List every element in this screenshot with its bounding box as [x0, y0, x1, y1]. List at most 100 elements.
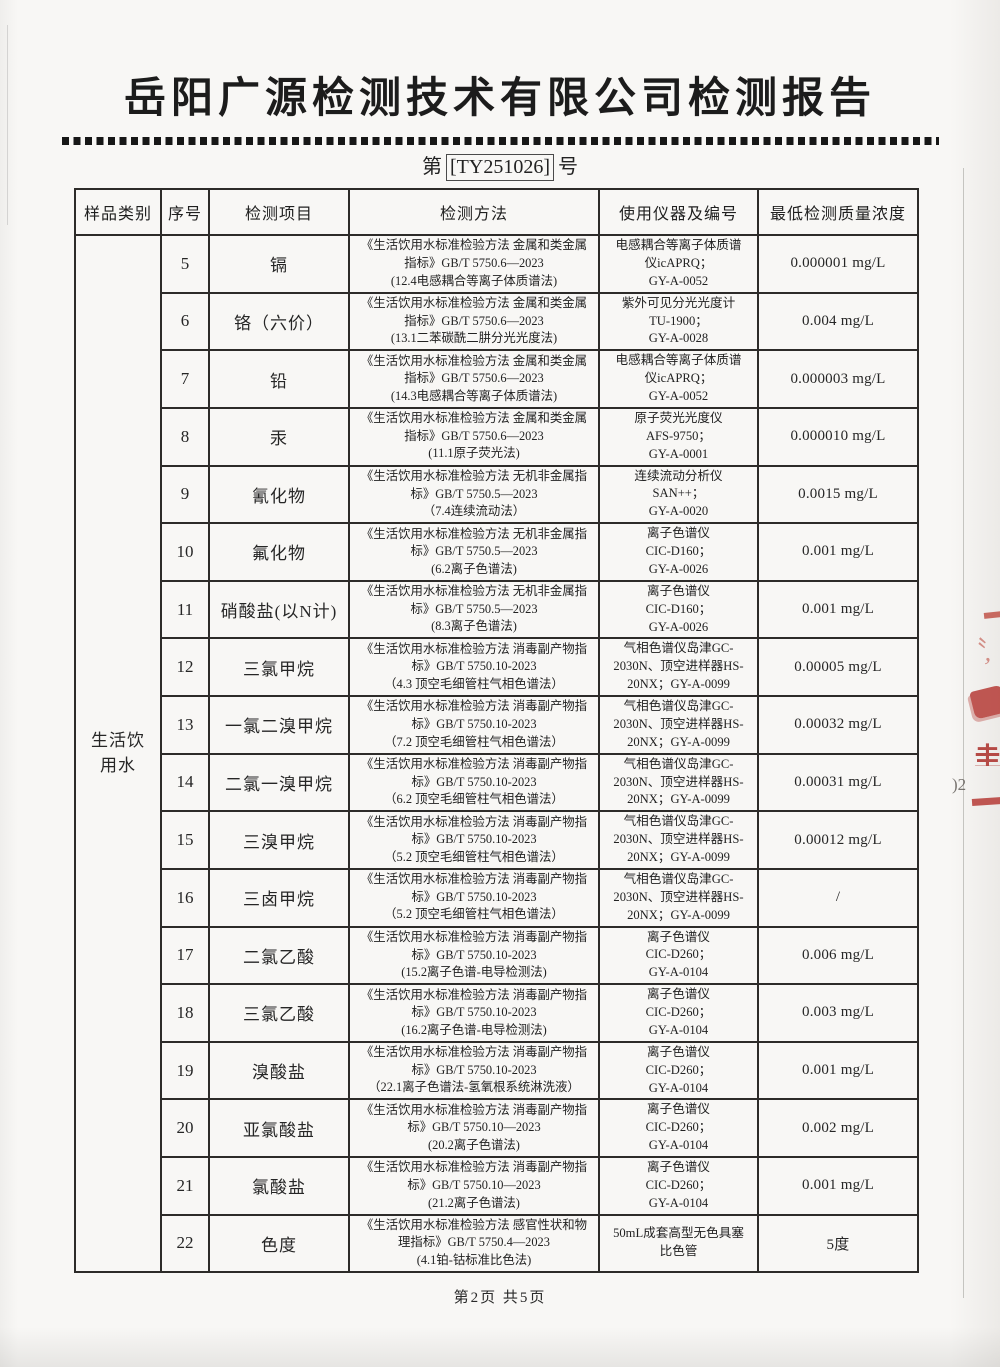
method-line: (8.3离子色谱法) [431, 619, 517, 634]
instrument-line: CIC-D260； [645, 1005, 712, 1019]
row-number: 8 [160, 406, 210, 467]
table-row: 17 二氯乙酸 《生活饮用水标准检验方法 消毒副产物指 标》GB/T 5750.1… [75, 925, 919, 986]
instrument-and-number: 紫外可见分光光度计 TU-1900； GY-A-0028 [598, 291, 759, 352]
instrument-line: GY-A-0104 [648, 1080, 709, 1095]
row-number: 21 [160, 1156, 210, 1216]
table-row: 19 溴酸盐 《生活饮用水标准检验方法 消毒副产物指 标》GB/T 5750.10… [75, 1040, 919, 1101]
test-item: 二氯一溴甲烷 [208, 752, 350, 813]
row-number: 20 [160, 1098, 210, 1158]
method-line: (6.2离子色谱法) [431, 561, 517, 576]
column-header: 最低检测质量浓度 [757, 188, 919, 236]
instrument-and-number: 离子色谱仪 CIC-D260； GY-A-0104 [598, 1040, 759, 1101]
instrument-line: GY-A-0026 [648, 561, 709, 576]
method-line: (14.3电感耦合等离子体质谱法) [390, 388, 558, 403]
minimum-detection-concentration: 0.00032 mg/L [757, 695, 919, 755]
table-row: 11 硝酸盐(以N计) 《生活饮用水标准检验方法 无机非金属指 标》GB/T 57… [75, 579, 919, 640]
method-line: 指标》GB/T 5750.6—2023 [404, 428, 544, 443]
method-line: 《生活饮用水标准检验方法 消毒副产物指 [360, 872, 588, 887]
row-number: 6 [160, 291, 210, 352]
test-item: 三氯乙酸 [208, 983, 350, 1043]
method-line: （7.4连续流动法） [422, 504, 526, 519]
row-number: 12 [160, 637, 210, 697]
test-method: 《生活饮用水标准检验方法 感官性状和物 理指标》GB/T 5750.4—2023 (… [348, 1213, 600, 1273]
method-line: (13.1二苯碳酰二肼分光光度法) [390, 331, 558, 346]
test-item: 二氯乙酸 [208, 925, 350, 986]
minimum-detection-concentration: 0.001 mg/L [757, 522, 919, 582]
test-method: 《生活饮用水标准检验方法 金属和类金属 指标》GB/T 5750.6—2023 (1… [348, 349, 600, 409]
method-line: （22.1离子色谱法-氢氧根系统淋洗液） [368, 1080, 580, 1095]
minimum-detection-concentration: 0.001 mg/L [757, 1040, 919, 1101]
instrument-line: 20NX；GY-A-0099 [627, 677, 730, 692]
test-item: 铬（六价） [208, 291, 350, 352]
instrument-line: GY-A-0052 [648, 273, 709, 288]
method-line: 《生活饮用水标准检验方法 金属和类金属 [360, 411, 588, 426]
row-number: 14 [160, 752, 210, 813]
instrument-line: 离子色谱仪 [647, 526, 710, 541]
method-line: （7.2 顶空毛细管柱气相色谱法） [384, 734, 564, 749]
method-line: 标》GB/T 5750.5—2023 [410, 544, 538, 559]
instrument-line: 紫外可见分光光度计 [621, 295, 736, 310]
instrument-and-number: 电感耦合等离子体质谱 仪icAPRQ； GY-A-0052 [598, 234, 759, 294]
method-line: 标》GB/T 5750.5—2023 [410, 601, 538, 616]
test-item: 色度 [208, 1213, 350, 1273]
method-line: 《生活饮用水标准检验方法 金属和类金属 [360, 238, 588, 253]
table-row: 18 三氯乙酸 《生活饮用水标准检验方法 消毒副产物指 标》GB/T 5750.1… [75, 983, 919, 1043]
method-line: 《生活饮用水标准检验方法 感官性状和物 [360, 1217, 588, 1232]
minimum-detection-concentration: 0.003 mg/L [757, 983, 919, 1043]
test-method: 《生活饮用水标准检验方法 消毒副产物指 标》GB/T 5750.10—2023 (2… [348, 1156, 600, 1216]
instrument-and-number: 电感耦合等离子体质谱 仪icAPRQ； GY-A-0052 [598, 349, 759, 409]
instrument-line: CIC-D260； [645, 1177, 712, 1192]
method-line: 《生活饮用水标准检验方法 无机非金属指 [360, 526, 588, 541]
test-method: 《生活饮用水标准检验方法 消毒副产物指 标》GB/T 5750.10-2023 （5… [348, 867, 600, 928]
row-number: 15 [160, 810, 210, 870]
test-method: 《生活饮用水标准检验方法 金属和类金属 指标》GB/T 5750.6—2023 (1… [348, 234, 600, 294]
column-header: 样品类别 [74, 188, 162, 236]
report-title: 岳阳广源检测技术有限公司检测报告 [123, 74, 876, 121]
test-item: 硝酸盐(以N计) [208, 579, 350, 640]
instrument-line: 原子荧光光度仪 [634, 410, 723, 425]
column-header: 使用仪器及编号 [598, 188, 759, 236]
test-method: 《生活饮用水标准检验方法 金属和类金属 指标》GB/T 5750.6—2023 (1… [348, 291, 600, 352]
instrument-line: CIC-D160； [645, 601, 712, 616]
method-line: 标》GB/T 5750.10-2023 [411, 832, 537, 847]
minimum-detection-concentration: 0.002 mg/L [757, 1098, 919, 1158]
test-method: 《生活饮用水标准检验方法 消毒副产物指 标》GB/T 5750.10-2023 （2… [348, 1040, 600, 1101]
instrument-and-number: 连续流动分析仪 SAN++； GY-A-0020 [598, 464, 759, 525]
method-line: (11.1原子荧光法) [428, 446, 520, 461]
instrument-and-number: 离子色谱仪 CIC-D160； GY-A-0026 [598, 522, 759, 582]
method-line: 指标》GB/T 5750.6—2023 [404, 371, 544, 386]
method-line: 标》GB/T 5750.10-2023 [411, 947, 537, 962]
row-number: 10 [160, 522, 210, 582]
instrument-and-number: 气相色谱仪岛津GC- 2030N、顶空进样器HS- 20NX；GY-A-0099 [598, 867, 759, 928]
method-line: 标》GB/T 5750.10-2023 [411, 889, 537, 904]
row-number: 13 [160, 695, 210, 755]
table-row: 生活饮用水 5 镉 《生活饮用水标准检验方法 金属和类金属 指标》GB/T 575… [74, 234, 919, 1273]
row-number: 5 [160, 234, 210, 294]
minimum-detection-concentration: 0.004 mg/L [757, 291, 919, 352]
method-line: (12.4电感耦合等离子体质谱法) [390, 273, 558, 288]
test-item: 亚氯酸盐 [208, 1098, 350, 1158]
instrument-and-number: 离子色谱仪 CIC-D260； GY-A-0104 [598, 983, 759, 1043]
method-line: 《生活饮用水标准检验方法 金属和类金属 [360, 296, 588, 311]
method-line: 《生活饮用水标准检验方法 消毒副产物指 [360, 1160, 588, 1175]
instrument-line: 2030N、顶空进样器HS- [613, 889, 744, 904]
row-number: 11 [160, 579, 210, 640]
instrument-line: CIC-D260； [645, 1120, 712, 1135]
method-line: 《生活饮用水标准检验方法 消毒副产物指 [360, 1102, 588, 1117]
instrument-line: AFS-9750； [645, 428, 712, 443]
table-row: 21 氯酸盐 《生活饮用水标准检验方法 消毒副产物指 标》GB/T 5750.10… [75, 1156, 919, 1216]
minimum-detection-concentration: 0.000003 mg/L [757, 349, 919, 409]
method-line: 《生活饮用水标准检验方法 消毒副产物指 [360, 757, 588, 772]
test-method: 《生活饮用水标准检验方法 金属和类金属 指标》GB/T 5750.6—2023 (1… [348, 406, 600, 467]
test-item: 氟化物 [208, 522, 350, 582]
sample-category-cell: 生活饮用水 [74, 234, 162, 1273]
method-line: 标》GB/T 5750.5—2023 [410, 486, 538, 501]
test-method: 《生活饮用水标准检验方法 消毒副产物指 标》GB/T 5750.10—2023 (2… [348, 1098, 600, 1158]
edge-digits-fragment: )2 [952, 775, 967, 794]
table-row: 15 三溴甲烷 《生活饮用水标准检验方法 消毒副产物指 标》GB/T 5750.1… [75, 810, 919, 870]
dotted-divider [61, 137, 939, 145]
method-line: (16.2离子色谱-电导检测法) [401, 1022, 547, 1037]
instrument-line: GY-A-0104 [648, 1195, 709, 1210]
minimum-detection-concentration: 0.001 mg/L [757, 1156, 919, 1216]
doc-no-suffix: 号 [557, 156, 578, 178]
